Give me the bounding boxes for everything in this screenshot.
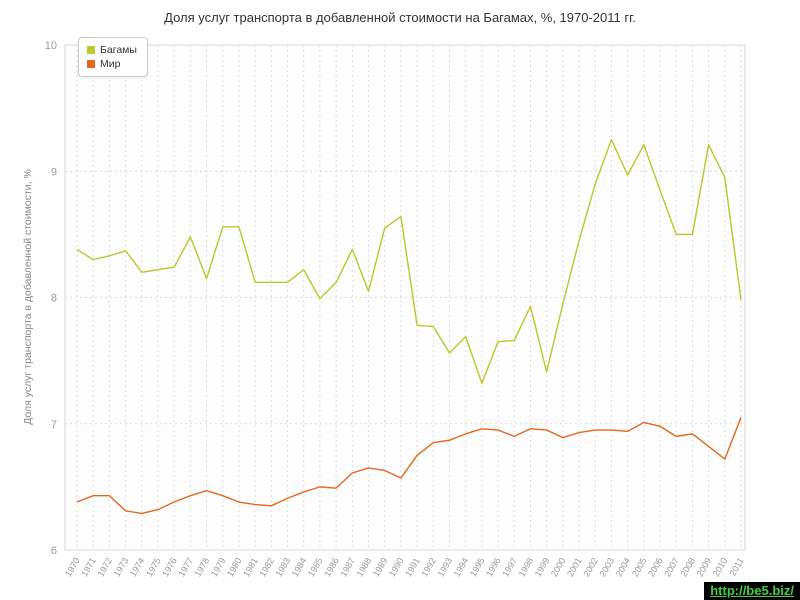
x-tick-label: 1987 — [338, 556, 357, 578]
x-tick-label: 2011 — [727, 556, 745, 578]
x-tick-label: 2002 — [581, 556, 600, 578]
x-tick-label: 1993 — [436, 556, 455, 578]
x-tick-label: 2003 — [597, 556, 616, 578]
x-tick-label: 1974 — [128, 556, 147, 578]
x-tick-label: 1992 — [419, 556, 438, 578]
x-tick-label: 1985 — [306, 556, 325, 578]
y-tick-label: 8 — [51, 293, 57, 305]
legend-item-bahamas[interactable]: Багамы — [87, 43, 137, 57]
x-tick-label: 1975 — [144, 556, 163, 578]
x-tick-label: 1982 — [257, 556, 276, 578]
y-axis-title: Доля услуг транспорта в добавленной стои… — [22, 169, 34, 425]
x-tick-label: 2006 — [646, 556, 665, 578]
x-tick-label: 1995 — [468, 556, 487, 578]
x-tick-label: 1973 — [112, 556, 131, 578]
legend: Багамы Мир — [78, 37, 148, 77]
x-tick-label: 2008 — [678, 556, 697, 578]
x-tick-label: 1998 — [517, 556, 536, 578]
x-tick-label: 2009 — [695, 556, 714, 578]
x-tick-label: 2007 — [662, 556, 681, 578]
x-tick-label: 1979 — [209, 556, 228, 578]
x-tick-label: 1986 — [322, 556, 341, 578]
x-tick-label: 1981 — [241, 556, 260, 578]
x-tick-label: 1989 — [371, 556, 390, 578]
series-line-world — [76, 417, 742, 515]
x-tick-label: 1996 — [484, 556, 503, 578]
y-tick-label: 10 — [45, 40, 57, 52]
legend-label-world: Мир — [100, 58, 121, 70]
x-tick-label: 1971 — [79, 556, 98, 578]
x-tick-label: 2010 — [711, 556, 730, 578]
legend-swatch-bahamas-icon — [87, 46, 95, 54]
x-tick-label: 1977 — [176, 556, 195, 578]
x-tick-label: 1984 — [290, 556, 309, 578]
x-tick-label: 1999 — [533, 556, 552, 578]
x-tick-label: 2001 — [565, 556, 584, 578]
y-tick-label: 6 — [51, 545, 57, 557]
x-tick-label: 1990 — [387, 556, 406, 578]
x-tick-label: 1978 — [193, 556, 212, 578]
legend-swatch-world-icon — [87, 60, 95, 68]
series-line-bahamas — [76, 138, 742, 385]
x-tick-label: 1976 — [160, 556, 179, 578]
chart-title: Доля услуг транспорта в добавленной стои… — [164, 10, 636, 25]
y-tick-label: 7 — [51, 419, 57, 431]
x-tick-label: 2004 — [614, 556, 633, 578]
x-tick-label: 1970 — [63, 556, 82, 578]
legend-label-bahamas: Багамы — [100, 44, 137, 56]
x-tick-label: 1972 — [95, 556, 114, 578]
x-tick-label: 1994 — [452, 556, 471, 578]
x-tick-label: 1997 — [500, 556, 519, 578]
x-tick-label: 2005 — [630, 556, 649, 578]
watermark-link[interactable]: http://be5.biz/ — [704, 582, 800, 600]
x-tick-label: 1988 — [355, 556, 374, 578]
y-tick-label: 9 — [51, 166, 57, 178]
x-tick-label: 1983 — [274, 556, 293, 578]
x-tick-label: 1991 — [403, 556, 422, 578]
legend-item-world[interactable]: Мир — [87, 57, 137, 71]
x-tick-label: 2000 — [549, 556, 568, 578]
x-tick-label: 1980 — [225, 556, 244, 578]
